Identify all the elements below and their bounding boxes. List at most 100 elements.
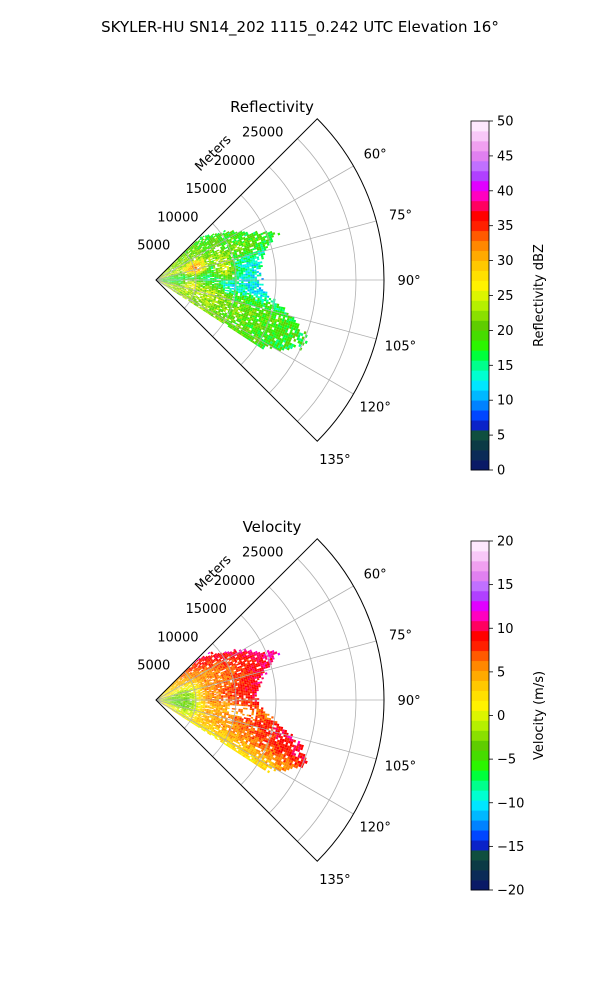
- angle-tick-label: 75°: [389, 208, 412, 223]
- data-cell: [222, 686, 224, 688]
- colorbar-tick-label: 45: [497, 149, 514, 164]
- data-cell: [252, 270, 254, 272]
- data-cell: [237, 281, 239, 283]
- data-cell: [247, 687, 249, 689]
- data-cell: [214, 276, 216, 277]
- data-cell: [198, 306, 200, 308]
- data-field: [158, 230, 308, 352]
- data-cell: [218, 272, 220, 273]
- data-cell: [214, 270, 216, 271]
- data-cell: [246, 275, 248, 277]
- data-cell: [223, 285, 225, 286]
- data-cell: [248, 285, 250, 287]
- data-cell: [237, 277, 239, 279]
- colorbar-swatch: [471, 141, 489, 151]
- colorbar-swatch: [471, 181, 489, 191]
- data-cell: [183, 278, 185, 279]
- angle-spoke: [156, 280, 353, 394]
- data-cell: [210, 281, 212, 282]
- data-cell: [225, 273, 227, 274]
- data-cell: [259, 289, 261, 291]
- data-cell: [250, 273, 252, 275]
- data-cell: [239, 276, 241, 278]
- data-cell: [208, 281, 210, 282]
- data-cell: [245, 687, 247, 689]
- data-cell: [216, 275, 218, 276]
- data-cell: [201, 294, 203, 296]
- data-cell: [260, 265, 263, 267]
- data-cell: [252, 688, 254, 690]
- data-cell: [252, 277, 254, 279]
- data-cell: [247, 265, 249, 267]
- data-cell: [239, 287, 241, 289]
- colorbar-swatch: [471, 460, 489, 470]
- angle-tick-label: 105°: [385, 340, 416, 355]
- data-cell: [225, 275, 227, 276]
- data-cell: [223, 282, 225, 283]
- data-cell: [178, 275, 180, 276]
- data-cell: [219, 278, 221, 279]
- data-cell: [225, 285, 227, 286]
- data-cell: [265, 292, 267, 294]
- data-cell: [259, 287, 261, 289]
- data-cell: [256, 294, 259, 296]
- data-cell: [227, 272, 229, 273]
- colorbar-swatch: [471, 440, 489, 450]
- data-cell: [241, 287, 243, 289]
- data-cell: [236, 271, 238, 273]
- data-cell: [265, 293, 267, 295]
- data-cell: [259, 273, 261, 275]
- data-cell: [264, 299, 267, 301]
- data-cell: [237, 286, 239, 288]
- data-cell: [217, 283, 219, 284]
- colorbar-swatch: [471, 231, 489, 241]
- data-cell: [192, 281, 194, 282]
- data-cell: [246, 274, 248, 276]
- data-cell: [250, 268, 253, 270]
- data-cell: [256, 267, 258, 269]
- data-cell: [245, 269, 247, 271]
- data-cell: [255, 273, 257, 275]
- data-cell: [211, 258, 214, 260]
- data-cell: [251, 265, 254, 267]
- data-cell: [247, 290, 249, 292]
- data-cell: [230, 283, 232, 284]
- data-cell: [243, 288, 245, 290]
- data-cell: [217, 281, 219, 282]
- data-cell: [260, 297, 263, 299]
- data-cell: [221, 281, 223, 282]
- data-cell: [256, 291, 258, 293]
- data-cell: [248, 272, 250, 274]
- data-cell: [248, 275, 250, 277]
- data-cell: [211, 679, 213, 681]
- data-cell: [229, 267, 231, 269]
- data-cell: [247, 267, 249, 269]
- data-cell: [225, 287, 227, 289]
- data-cell: [212, 285, 214, 286]
- data-cell: [190, 279, 192, 280]
- data-cell: [185, 278, 187, 279]
- data-cell: [243, 274, 245, 276]
- data-cell: [252, 271, 254, 273]
- data-cell: [183, 279, 185, 280]
- data-cell: [243, 689, 245, 691]
- data-cell: [252, 686, 255, 688]
- data-cell: [210, 286, 212, 287]
- data-cell: [250, 283, 252, 285]
- figure-title: SKYLER-HU SN14_202 1115_0.242 UTC Elevat…: [101, 18, 499, 37]
- data-cell: [259, 284, 261, 286]
- data-cell: [190, 278, 192, 279]
- data-cell: [239, 274, 241, 276]
- data-cell: [230, 276, 232, 277]
- data-cell: [275, 303, 278, 306]
- data-cell: [241, 688, 243, 690]
- data-cell: [183, 281, 185, 282]
- data-cell: [203, 283, 205, 284]
- data-cell: [223, 284, 225, 285]
- data-cell: [258, 685, 261, 687]
- data-cell: [225, 290, 227, 292]
- data-cell: [192, 281, 194, 282]
- data-cell: [245, 272, 247, 274]
- data-cell: [255, 283, 257, 285]
